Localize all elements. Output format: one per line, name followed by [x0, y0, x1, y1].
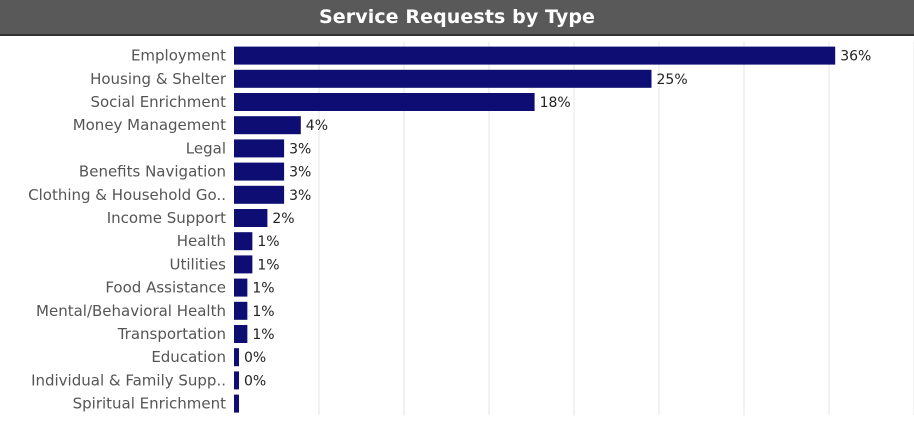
- category-label: Food Assistance: [105, 279, 226, 297]
- value-label: 3%: [289, 165, 311, 181]
- category-label: Education: [151, 348, 226, 366]
- bars: [234, 46, 836, 413]
- value-label: 3%: [289, 141, 311, 157]
- value-label: 18%: [540, 95, 571, 111]
- value-label: 1%: [252, 304, 274, 320]
- category-label: Clothing & Household Go..: [28, 186, 226, 204]
- category-label: Health: [177, 232, 226, 250]
- bar: [234, 278, 248, 297]
- value-label: 1%: [252, 281, 274, 297]
- bar: [234, 348, 240, 367]
- category-label: Individual & Family Supp..: [31, 371, 226, 389]
- value-label: 36%: [840, 49, 871, 65]
- value-label: 1%: [252, 327, 274, 343]
- bar: [234, 371, 240, 390]
- value-label: 1%: [257, 257, 279, 273]
- value-label: 0%: [244, 350, 266, 366]
- bar: [234, 93, 535, 111]
- bar: [234, 69, 652, 88]
- category-label: Income Support: [107, 209, 226, 227]
- bar: [234, 232, 253, 251]
- value-labels: 36% 25% 18% 4% 3% 3% 3% 2% 1% 1% 1% 1% 1% 0% 0%: [244, 49, 871, 390]
- bar: [234, 325, 248, 343]
- category-label: Employment: [131, 47, 226, 65]
- value-label: 2%: [272, 211, 294, 227]
- category-label: Utilities: [170, 255, 227, 273]
- bar: [234, 185, 285, 204]
- bar: [234, 46, 836, 65]
- category-label: Mental/Behavioral Health: [36, 302, 226, 320]
- category-labels: Employment Housing & Shelter Social Enrich…: [28, 47, 227, 413]
- chart-header: Service Requests by Type: [0, 0, 914, 36]
- bar: [234, 255, 253, 274]
- bar: [234, 116, 301, 135]
- value-label: 3%: [289, 188, 311, 204]
- category-label: Housing & Shelter: [90, 70, 227, 88]
- value-label: 25%: [657, 72, 688, 88]
- bar: [234, 139, 285, 158]
- category-label: Transportation: [117, 325, 226, 343]
- category-label: Money Management: [73, 116, 226, 134]
- bar: [234, 301, 248, 320]
- category-label: Legal: [186, 139, 226, 157]
- value-label: 0%: [244, 373, 266, 389]
- bar: [234, 394, 240, 413]
- chart-title: Service Requests by Type: [318, 6, 596, 28]
- category-label: Social Enrichment: [90, 93, 226, 111]
- bar: [234, 162, 285, 181]
- value-label: 4%: [306, 118, 328, 134]
- category-label: Benefits Navigation: [79, 163, 226, 181]
- category-label: Spiritual Enrichment: [73, 395, 226, 413]
- bar-chart: Employment Housing & Shelter Social Enrich…: [28, 42, 914, 416]
- bar: [234, 209, 268, 227]
- value-label: 1%: [257, 234, 279, 250]
